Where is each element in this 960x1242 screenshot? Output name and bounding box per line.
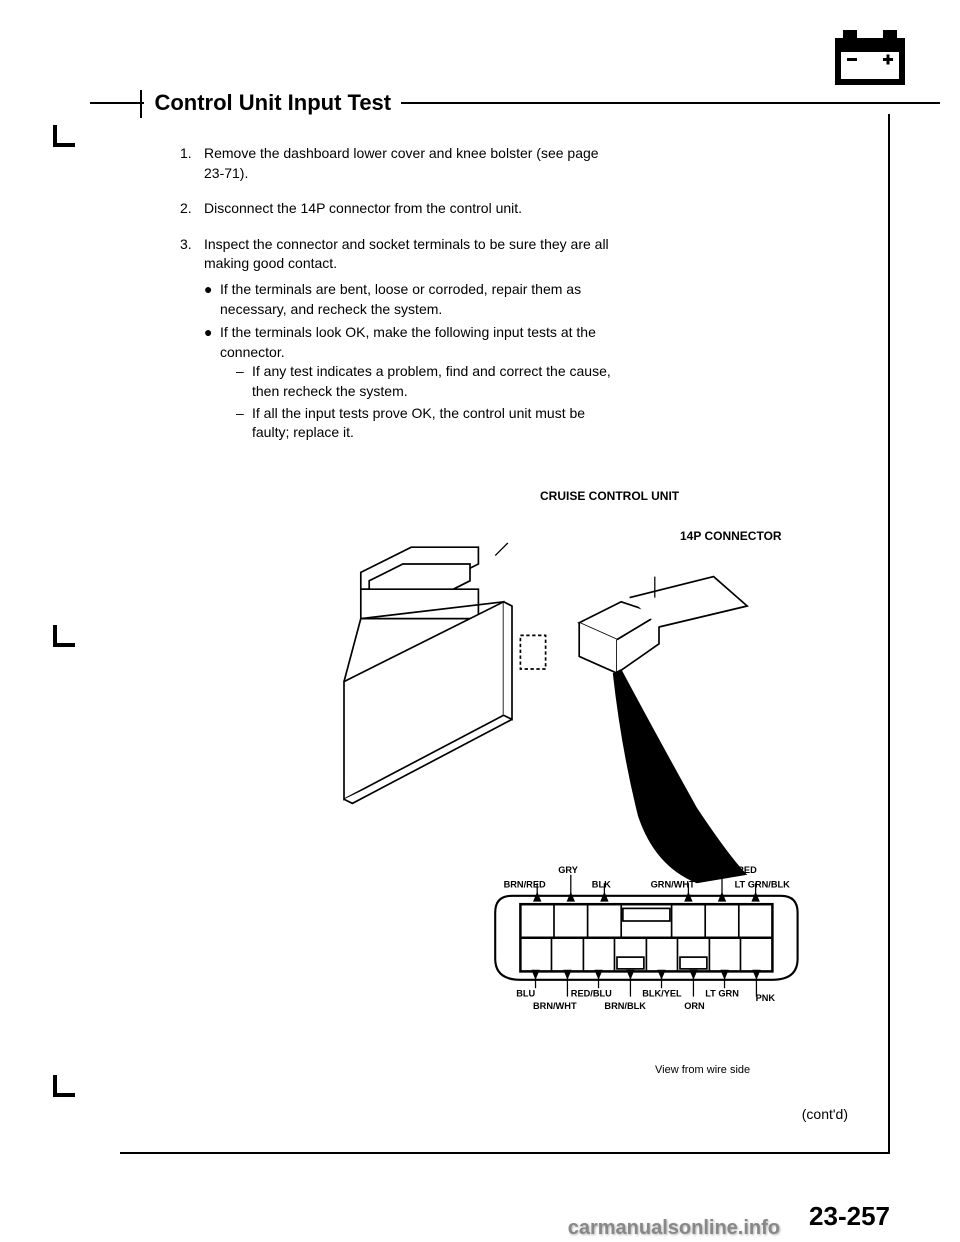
step-main-text: Inspect the connector and socket termina… xyxy=(204,236,609,272)
bullet-text: If the terminals look OK, make the follo… xyxy=(220,323,620,445)
page-number: 23-257 xyxy=(809,1201,890,1232)
view-caption: View from wire side xyxy=(655,1064,750,1076)
wire-label: ORN xyxy=(684,1001,705,1011)
step-number: 1. xyxy=(180,144,204,183)
step-text: Remove the dashboard lower cover and kne… xyxy=(204,144,620,183)
wire-label: LT GRN/BLK xyxy=(735,879,791,889)
wire-label: PNK xyxy=(756,993,776,1003)
step-item: 1. Remove the dashboard lower cover and … xyxy=(180,144,620,183)
battery-icon xyxy=(835,30,905,85)
sub-text: If all the input tests prove OK, the con… xyxy=(252,404,620,443)
wire-label: LT GRN xyxy=(705,989,739,999)
sub-text: If any test indicates a problem, find an… xyxy=(252,362,620,401)
section-title: Control Unit Input Test xyxy=(144,90,401,116)
sub-item: – If all the input tests prove OK, the c… xyxy=(236,404,620,443)
diagram-area: CRUISE CONTROL UNIT 14P CONNECTOR xyxy=(260,474,848,1074)
wire-label: RED/BLU xyxy=(571,989,612,999)
margin-arrow-icon xyxy=(50,1070,80,1107)
step-item: 2. Disconnect the 14P connector from the… xyxy=(180,199,620,219)
bullet-main-text: If the terminals look OK, make the follo… xyxy=(220,324,596,360)
wire-label: BRN/BLK xyxy=(604,1001,646,1011)
wire-label: BRN/RED xyxy=(504,879,546,889)
wire-label: BLK xyxy=(592,879,611,889)
dash-marker-icon: – xyxy=(236,362,252,401)
sub-item: – If any test indicates a problem, find … xyxy=(236,362,620,401)
wiring-diagram-svg: BRN/RED GRY BLK GRN/WHT LT GRN/RED LT GR… xyxy=(260,474,848,1074)
wire-label: GRN/WHT xyxy=(651,879,695,889)
bullet-item: ● If the terminals are bent, loose or co… xyxy=(204,280,620,319)
wire-label: BLU xyxy=(516,989,535,999)
margin-arrow-icon xyxy=(50,620,80,657)
bullet-item: ● If the terminals look OK, make the fol… xyxy=(204,323,620,445)
wire-label: BRN/WHT xyxy=(533,1001,577,1011)
bullet-marker-icon: ● xyxy=(204,323,220,445)
step-text: Disconnect the 14P connector from the co… xyxy=(204,199,620,219)
margin-arrow-icon xyxy=(50,120,80,157)
watermark: carmanualsonline.info xyxy=(568,1217,780,1240)
bullet-text: If the terminals are bent, loose or corr… xyxy=(220,280,620,319)
bullet-marker-icon: ● xyxy=(204,280,220,319)
contd-label: (cont'd) xyxy=(802,1106,848,1122)
dash-marker-icon: – xyxy=(236,404,252,443)
section-header: Control Unit Input Test xyxy=(90,90,890,116)
step-item: 3. Inspect the connector and socket term… xyxy=(180,235,620,449)
step-number: 3. xyxy=(180,235,204,449)
wire-label: BLK/YEL xyxy=(642,989,682,999)
cruise-control-label: CRUISE CONTROL UNIT xyxy=(540,489,679,503)
wire-label: LT GRN/RED xyxy=(701,865,757,875)
step-text: Inspect the connector and socket termina… xyxy=(204,235,620,449)
step-number: 2. xyxy=(180,199,204,219)
connector-14p-label: 14P CONNECTOR xyxy=(680,529,782,543)
content-box: 1. Remove the dashboard lower cover and … xyxy=(120,114,890,1154)
steps-list: 1. Remove the dashboard lower cover and … xyxy=(180,144,620,449)
page-container: Control Unit Input Test 1. Remove the da… xyxy=(0,0,960,1242)
wire-label: GRY xyxy=(558,865,579,875)
